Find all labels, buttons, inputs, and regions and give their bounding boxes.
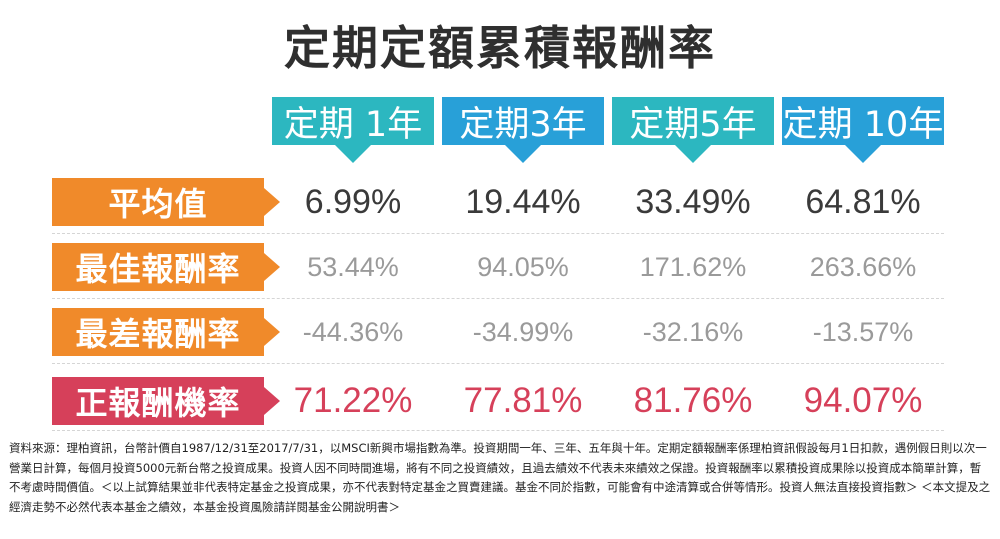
value-cell: -34.99% — [472, 316, 574, 347]
value-cell: 19.44% — [465, 182, 581, 221]
value-cell: -44.36% — [302, 316, 404, 347]
row-label-worst-return: 最差報酬率 — [52, 308, 280, 356]
down-arrow-icon — [845, 145, 881, 163]
footnote-disclaimer: 資料來源：理柏資訊，台幣計價自1987/12/31至2017/7/31，以MSC… — [9, 441, 991, 514]
down-arrow-icon — [505, 145, 541, 163]
right-arrow-icon — [264, 253, 280, 281]
value-cell: 263.66% — [809, 251, 917, 282]
value-cell: 64.81% — [805, 182, 921, 221]
column-header-1yr: 定期 1年 — [272, 97, 434, 163]
row-label-text: 最差報酬率 — [75, 315, 241, 353]
value-cell: 33.49% — [635, 182, 751, 221]
column-header-label: 定期3年 — [459, 104, 587, 145]
column-header-10yr: 定期 10年 — [782, 97, 944, 163]
row-divider — [52, 363, 944, 364]
value-cell: 53.44% — [307, 251, 399, 282]
value-cell: 94.07% — [803, 381, 923, 420]
value-cell: -13.57% — [812, 316, 914, 347]
row-divider — [52, 430, 944, 431]
right-arrow-icon — [264, 318, 280, 346]
down-arrow-icon — [335, 145, 371, 163]
row-label-positive-probability: 正報酬機率 — [52, 377, 280, 425]
right-arrow-icon — [264, 387, 280, 415]
value-cell: 77.81% — [463, 381, 583, 420]
value-cell: 71.22% — [293, 381, 413, 420]
right-arrow-icon — [264, 188, 280, 216]
value-cell: 94.05% — [477, 251, 569, 282]
row-label-best-return: 最佳報酬率 — [52, 243, 280, 291]
row-divider — [52, 233, 944, 234]
row-label-text: 正報酬機率 — [75, 384, 241, 422]
column-header-5yr: 定期5年 — [612, 97, 774, 163]
row-divider — [52, 298, 944, 299]
column-header-label: 定期 1年 — [283, 104, 423, 145]
column-header-3yr: 定期3年 — [442, 97, 604, 163]
value-cell: 171.62% — [639, 251, 747, 282]
row-label-text: 最佳報酬率 — [75, 250, 241, 288]
column-header-label: 定期5年 — [629, 104, 757, 145]
down-arrow-icon — [675, 145, 711, 163]
value-cell: 6.99% — [304, 182, 402, 221]
column-header-label: 定期 10年 — [782, 104, 944, 145]
row-label-text: 平均值 — [108, 185, 208, 223]
value-cell: -32.16% — [642, 316, 744, 347]
page-title: 定期定額累積報酬率 — [284, 21, 716, 75]
value-cell: 81.76% — [633, 381, 753, 420]
row-label-average: 平均值 — [52, 178, 280, 226]
